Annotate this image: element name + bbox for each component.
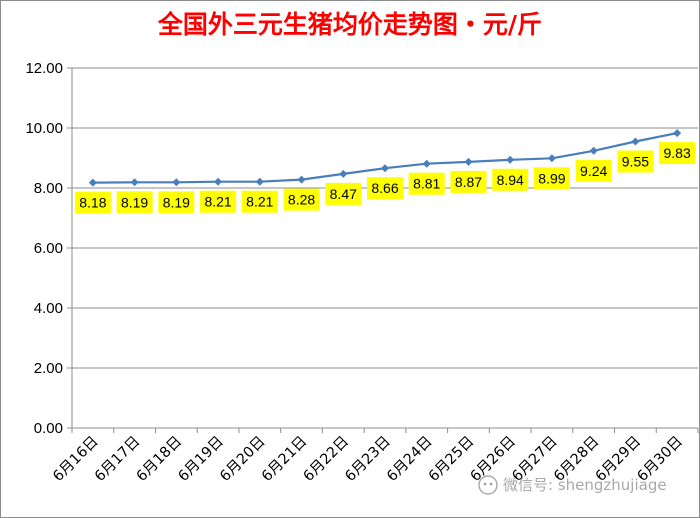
data-label-bg bbox=[408, 172, 445, 195]
data-label-bg bbox=[533, 167, 570, 190]
data-point bbox=[673, 129, 682, 138]
data-label-bg bbox=[575, 159, 612, 182]
y-tick-label: 0.00 bbox=[34, 420, 63, 437]
y-tick-label: 10.00 bbox=[25, 120, 63, 137]
y-tick-label: 4.00 bbox=[34, 300, 63, 317]
data-point bbox=[339, 169, 348, 178]
data-label: 8.87 bbox=[455, 174, 482, 190]
data-label-bg bbox=[74, 191, 111, 214]
data-label: 8.28 bbox=[288, 192, 315, 208]
data-label: 8.66 bbox=[371, 180, 398, 196]
watermark-text: 微信号: shengzhujiage bbox=[503, 476, 667, 494]
data-label-bg bbox=[659, 142, 696, 165]
watermark: 微信号: shengzhujiage bbox=[478, 475, 667, 495]
data-point bbox=[547, 154, 556, 163]
x-tick-label: 6月23日 bbox=[342, 434, 393, 485]
data-label: 8.81 bbox=[413, 176, 440, 192]
data-label: 9.24 bbox=[580, 163, 607, 179]
data-label: 8.99 bbox=[538, 170, 565, 186]
data-label: 9.83 bbox=[664, 145, 691, 161]
wechat-icon bbox=[478, 475, 498, 495]
data-point bbox=[130, 178, 139, 187]
data-label: 8.94 bbox=[497, 172, 524, 188]
data-label-bg bbox=[325, 182, 362, 205]
data-label: 8.19 bbox=[163, 194, 190, 210]
data-point bbox=[506, 155, 515, 164]
data-label-bg bbox=[283, 188, 320, 211]
data-label: 8.19 bbox=[121, 194, 148, 210]
data-point bbox=[464, 157, 473, 166]
x-tick-label: 6月25日 bbox=[426, 434, 477, 485]
chart-title: 全国外三元生猪均价走势图・元/斤 bbox=[157, 10, 542, 39]
data-label-bg bbox=[116, 191, 153, 214]
data-label-bg bbox=[492, 168, 529, 191]
y-tick-label: 12.00 bbox=[25, 60, 63, 77]
x-tick-label: 6月24日 bbox=[384, 434, 435, 485]
y-tick-label: 2.00 bbox=[34, 360, 63, 377]
data-label-bg bbox=[158, 191, 195, 214]
data-label: 8.18 bbox=[79, 195, 106, 211]
x-tick-label: 6月19日 bbox=[175, 434, 226, 485]
data-point bbox=[255, 177, 264, 186]
data-label: 8.47 bbox=[330, 186, 357, 202]
data-point bbox=[631, 137, 640, 146]
data-label: 8.21 bbox=[204, 194, 231, 210]
data-point bbox=[422, 159, 431, 168]
data-point bbox=[172, 178, 181, 187]
data-label: 9.55 bbox=[622, 154, 649, 170]
data-label-bg bbox=[367, 177, 403, 200]
data-point bbox=[214, 177, 223, 186]
x-tick-label: 6月20日 bbox=[217, 434, 268, 485]
data-label: 8.21 bbox=[246, 194, 273, 210]
data-label-bg bbox=[617, 150, 654, 173]
data-point bbox=[88, 178, 97, 187]
x-tick-label: 6月16日 bbox=[50, 434, 101, 485]
data-point bbox=[297, 175, 306, 184]
x-tick-label: 6月17日 bbox=[92, 434, 143, 485]
x-tick-label: 6月22日 bbox=[301, 434, 352, 485]
data-label-bg bbox=[450, 170, 487, 193]
data-point bbox=[381, 164, 389, 173]
x-tick-label: 6月21日 bbox=[259, 434, 310, 485]
data-label-bg bbox=[241, 190, 278, 213]
data-label-bg bbox=[200, 190, 237, 213]
data-point bbox=[589, 146, 598, 155]
y-tick-label: 8.00 bbox=[34, 180, 63, 197]
x-tick-label: 6月18日 bbox=[134, 434, 185, 485]
y-tick-label: 6.00 bbox=[34, 240, 63, 257]
